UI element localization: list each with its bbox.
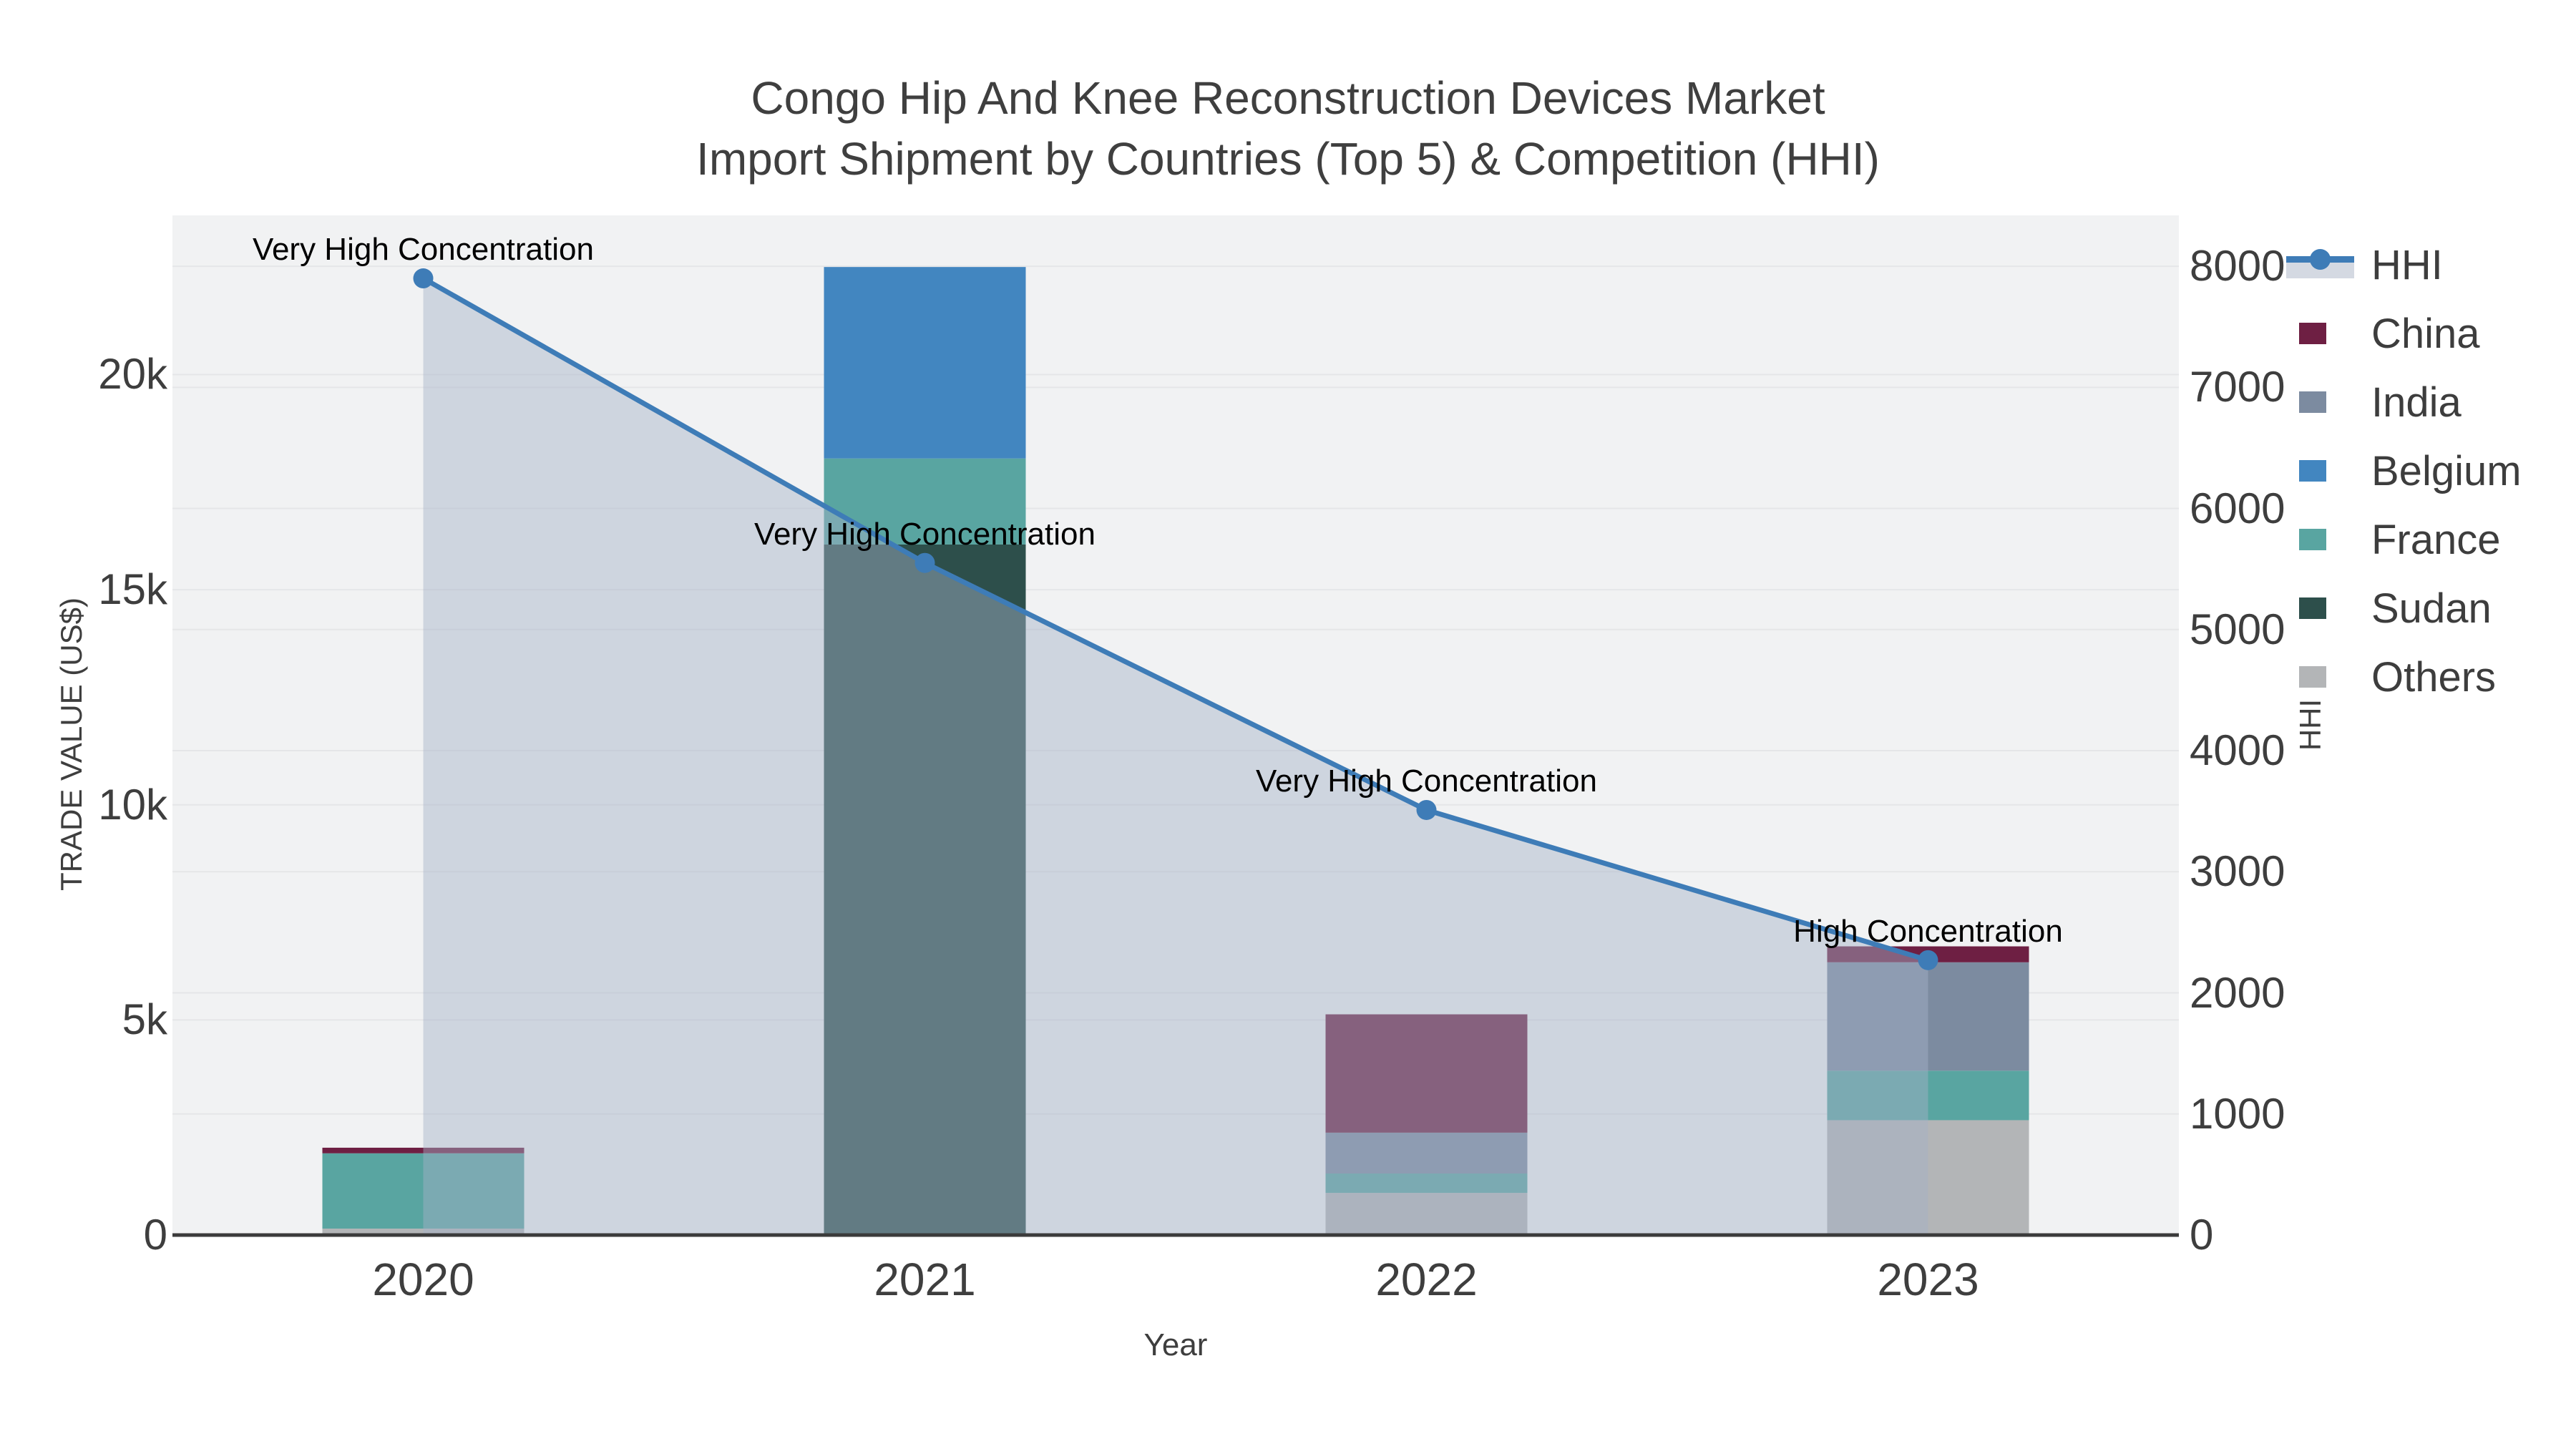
legend-item-china[interactable]: China	[2286, 299, 2522, 368]
y-left-tick: 5k	[122, 995, 167, 1044]
bar-segment-france-2021	[824, 458, 1026, 545]
y-right-tick: 5000	[2190, 605, 2285, 653]
bar-segment-france-2022	[1325, 1174, 1528, 1194]
y-right-tick: 0	[2190, 1211, 2214, 1259]
legend-label: HHI	[2371, 241, 2443, 288]
swatch-icon	[2286, 590, 2354, 627]
chart-title-line1: Congo Hip And Knee Reconstruction Device…	[751, 72, 1825, 124]
legend-item-hhi[interactable]: HHI	[2286, 230, 2522, 299]
y-right-tick: 6000	[2190, 484, 2285, 532]
chart-title-line2: Import Shipment by Countries (Top 5) & C…	[696, 133, 1880, 185]
x-tick-2021: 2021	[874, 1254, 976, 1305]
y-left-tick: 10k	[98, 780, 167, 829]
annotation-2023: High Concentration	[1793, 913, 2063, 949]
hhi-line-icon	[2286, 246, 2354, 283]
hhi-line	[421, 275, 1929, 963]
legend-label: India	[2371, 379, 2462, 426]
legend-label: China	[2371, 310, 2480, 357]
bar-segment-france-2023	[1827, 1070, 2029, 1121]
bar-segment-others-2022	[1325, 1193, 1528, 1235]
chart-title: Congo Hip And Knee Reconstruction Device…	[0, 68, 2576, 190]
annotation-2020: Very High Concentration	[253, 232, 594, 267]
y-right-tick: 1000	[2190, 1089, 2285, 1138]
x-tick-2022: 2022	[1375, 1254, 1478, 1305]
legend-item-sudan[interactable]: Sudan	[2286, 574, 2522, 643]
x-tick-2023: 2023	[1877, 1254, 1979, 1305]
y-right-tick: 8000	[2190, 242, 2285, 291]
hhi-area-fill	[423, 278, 1928, 1235]
legend-item-others[interactable]: Others	[2286, 643, 2522, 711]
legend-item-france[interactable]: France	[2286, 505, 2522, 574]
swatch-icon	[2286, 521, 2354, 558]
y-right-tick: 7000	[2190, 363, 2285, 411]
bar-segment-sudan-2021	[824, 544, 1026, 1235]
bar-segment-india-2022	[1325, 1132, 1528, 1174]
bar-segment-others-2023	[1827, 1120, 2029, 1235]
bar-segment-others-2020	[322, 1228, 525, 1235]
swatch-icon	[2286, 658, 2354, 696]
hhi-marker-2022	[1416, 799, 1437, 820]
bar-segment-india-2023	[1827, 962, 2029, 1071]
bar-segment-france-2020	[322, 1153, 525, 1229]
swatch-icon	[2286, 384, 2354, 421]
swatch-icon	[2286, 315, 2354, 352]
x-tick-2020: 2020	[372, 1254, 474, 1305]
legend-item-india[interactable]: India	[2286, 368, 2522, 436]
bar-segment-belgium-2021	[824, 267, 1026, 459]
legend-label: Others	[2371, 653, 2497, 701]
y-left-tick: 20k	[98, 350, 167, 399]
legend-label: Sudan	[2371, 585, 2492, 632]
swatch-icon	[2286, 452, 2354, 489]
bar-segment-china-2020	[322, 1147, 525, 1153]
hhi-marker-2023	[1918, 950, 1938, 970]
y-right-axis-title: HHI	[2293, 698, 2327, 751]
legend-label: Belgium	[2371, 447, 2522, 494]
legend-item-belgium[interactable]: Belgium	[2286, 436, 2522, 505]
annotation-2021: Very High Concentration	[754, 516, 1096, 552]
y-right-tick: 3000	[2190, 847, 2285, 896]
hhi-marker-2021	[914, 552, 935, 573]
y-left-tick: 15k	[98, 565, 167, 614]
x-axis-title: Year	[1143, 1327, 1208, 1362]
annotation-2022: Very High Concentration	[1256, 763, 1597, 799]
bar-segment-china-2022	[1325, 1014, 1528, 1133]
hhi-marker-2020	[413, 268, 434, 289]
legend-label: France	[2371, 516, 2501, 563]
y-right-tick: 2000	[2190, 968, 2285, 1017]
legend: HHI China India Belgium France Sudan Others	[2286, 230, 2529, 711]
y-left-tick: 0	[143, 1211, 167, 1259]
y-left-axis-title: TRADE VALUE (US$)	[54, 597, 88, 891]
y-right-tick: 4000	[2190, 726, 2285, 775]
